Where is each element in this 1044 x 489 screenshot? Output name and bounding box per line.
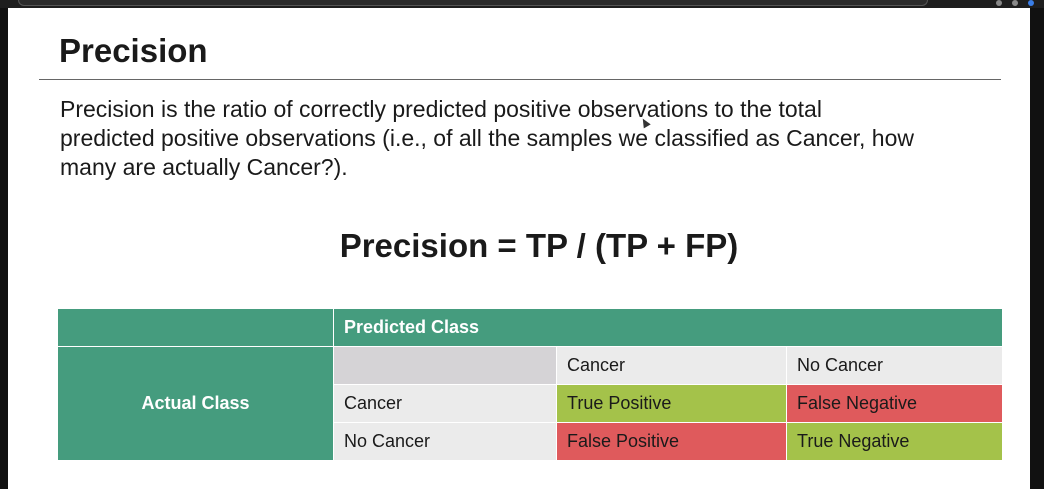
column-header-cancer: Cancer [556, 346, 787, 385]
browser-top-strip [0, 0, 1044, 8]
actual-class-header: Actual Class [57, 346, 334, 461]
table-row: Cancer True Positive False Negative [58, 384, 1003, 423]
slide-title: Precision [59, 32, 208, 69]
tab-strip [18, 0, 928, 6]
table-row: No Cancer False Positive True Negative [58, 422, 1003, 461]
cell-false-positive: False Positive [556, 422, 787, 461]
slide-body-text: Precision is the ratio of correctly pred… [60, 96, 914, 180]
menu-icon[interactable] [1012, 0, 1018, 6]
column-header-no-cancer: No Cancer [786, 346, 1003, 385]
row-label-no-cancer: No Cancer [333, 422, 557, 461]
table-corner-cell [57, 308, 334, 347]
slide: Precision Precision is the ratio of corr… [8, 8, 1030, 489]
predicted-class-header: Predicted Class [333, 308, 1003, 347]
title-divider [39, 79, 1001, 80]
profile-icon[interactable] [1028, 0, 1034, 6]
empty-header-cell [333, 346, 557, 385]
cell-false-negative: False Negative [786, 384, 1003, 423]
extension-icon[interactable] [996, 0, 1002, 6]
row-label-cancer: Cancer [333, 384, 557, 423]
cell-true-positive: True Positive [556, 384, 787, 423]
cell-true-negative: True Negative [786, 422, 1003, 461]
confusion-matrix-table: Predicted Class Actual Class Cancer No C… [57, 308, 1003, 461]
precision-formula: Precision = TP / (TP + FP) [339, 227, 739, 264]
